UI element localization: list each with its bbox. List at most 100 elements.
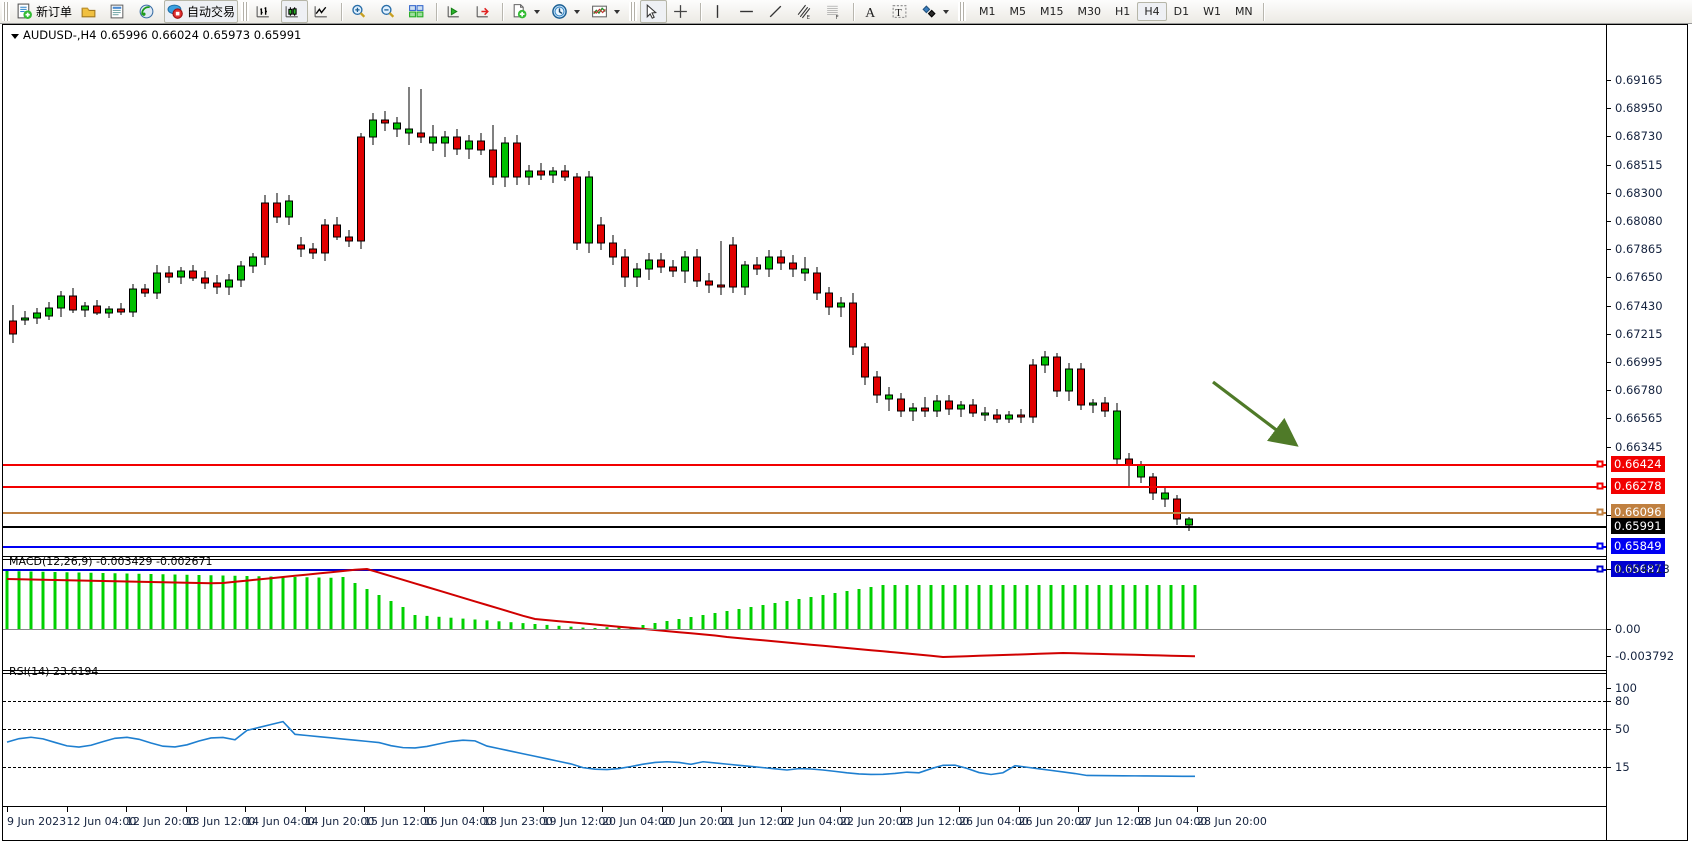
support-level-2-line[interactable] [3,569,1606,571]
time-tick [185,807,187,812]
time-tick [840,807,841,812]
candle-body [525,170,533,178]
candle-body [657,259,665,268]
toolbar-grip[interactable] [2,2,10,21]
resistance-level-2-handle[interactable] [1596,482,1604,490]
indicators-button[interactable] [588,0,626,23]
candle-body [321,224,329,254]
text-tool[interactable]: A [859,0,886,23]
line-chart-button[interactable] [310,0,337,23]
resistance-level-1-line[interactable] [3,464,1606,466]
candle-body [1089,402,1097,406]
entry-level-tag[interactable]: 0.66096 [1611,504,1665,520]
template-icon [513,4,527,19]
market-watch-button[interactable] [106,0,133,23]
timeframe-mn[interactable]: MN [1234,5,1253,18]
tile-windows-icon [409,5,424,18]
entry-level-handle[interactable] [1596,508,1604,516]
vertical-line-tool[interactable] [706,0,733,23]
zoom-in-button[interactable] [347,0,374,23]
chart-windows-button[interactable] [405,0,432,23]
current-price-line[interactable] [3,526,1606,528]
candle-body [705,280,713,286]
candle-body [57,295,65,309]
toolbar-divider-1 [341,2,344,21]
price-tick [1606,108,1611,110]
candle-body [33,312,41,319]
template-chevron-down-icon[interactable] [534,9,541,14]
support-level-1-handle[interactable] [1596,542,1604,550]
resistance-level-1-tag[interactable]: 0.66424 [1611,456,1665,472]
time-tick-label: 13 Jun 12:00 [185,815,256,828]
timeframe-h1[interactable]: H1 [1115,5,1131,18]
timeframe-d1[interactable]: D1 [1173,5,1190,18]
time-tick [959,807,960,812]
candlestick-chart-button[interactable] [281,0,309,23]
timeframe-m15[interactable]: M15 [1040,5,1064,18]
time-tick [304,807,306,812]
period-button[interactable] [548,0,586,23]
toolbar-grip-3[interactable] [629,2,638,21]
crosshair-tool[interactable] [669,0,696,23]
support-level-1-line[interactable] [3,546,1606,548]
time-tick [7,807,8,812]
horizontal-line-tool[interactable] [735,0,762,23]
timeframe-h4[interactable]: H4 [1137,2,1167,21]
signals-button[interactable] [135,0,162,23]
shapes-tool[interactable] [917,0,955,23]
candle-body [741,264,749,288]
price-tick [1606,221,1611,222]
candle-body [549,170,557,176]
price-tick [1606,136,1611,138]
shapes-chevron-down-icon[interactable] [943,9,950,14]
time-tick [661,807,663,812]
period-chevron-down-icon[interactable] [574,9,581,14]
support-level-2-tag[interactable]: 0.65687 [1611,561,1665,577]
equidistant-channel-tool[interactable]: E [793,0,820,23]
toolbar-divider-2 [436,2,439,21]
new-order-button[interactable]: 新订单 [13,0,75,23]
candle-body [1137,464,1145,478]
candle-body [561,170,569,178]
cursor-tool[interactable] [640,0,668,23]
rsi-label: RSI(14) 23.6194 [9,665,99,678]
candle-body [69,295,77,311]
crosshair-icon [674,5,687,18]
time-tick-label: 22 Jun 04:00 [780,815,851,828]
new-template-button[interactable] [508,0,546,23]
chart-frame[interactable]: AUDUSD-,H4 0.65996 0.66024 0.65973 0.659… [2,24,1688,841]
text-label-tool[interactable]: T [888,0,915,23]
timeframe-m1[interactable]: M1 [979,5,996,18]
toolbar-grip-4[interactable] [958,2,967,21]
chart-shift-button[interactable] [471,0,498,23]
candle-body [153,272,161,294]
auto-scroll-button[interactable] [442,0,469,23]
support-level-1-tag[interactable]: 0.65849 [1611,538,1665,554]
price-tick-label: 0.67865 [1615,242,1663,257]
toolbar-grip-2[interactable] [241,2,250,21]
expert-advisors-button[interactable] [77,0,104,23]
timeframe-m30[interactable]: M30 [1077,5,1102,18]
time-tick [66,807,68,812]
zoom-in-icon [352,4,366,18]
svg-text:A: A [865,5,875,20]
timeframe-m5[interactable]: M5 [1009,5,1027,18]
trendline-tool[interactable] [764,0,791,23]
fibonacci-tool[interactable]: F [822,0,849,23]
current-price-tag[interactable]: 0.65991 [1611,518,1665,534]
resistance-level-1-handle[interactable] [1596,460,1604,468]
bar-chart-button[interactable] [252,0,279,23]
autotrading-button[interactable]: 自动交易 [164,0,239,23]
price-tick-label: 0.67215 [1615,326,1663,341]
resistance-level-2-line[interactable] [3,486,1606,488]
timeframe-w1[interactable]: W1 [1203,5,1221,18]
zoom-out-button[interactable] [376,0,403,23]
shapes-icon [922,5,936,18]
symbol-menu-caret-icon[interactable] [11,34,19,39]
indicators-chevron-down-icon[interactable] [614,9,621,14]
support-level-2-handle[interactable] [1596,565,1604,573]
time-tick-label: 26 Jun 20:00 [1018,815,1089,828]
resistance-level-2-tag[interactable]: 0.66278 [1611,478,1665,494]
entry-level-line[interactable] [3,512,1606,514]
candle-body [189,270,197,279]
